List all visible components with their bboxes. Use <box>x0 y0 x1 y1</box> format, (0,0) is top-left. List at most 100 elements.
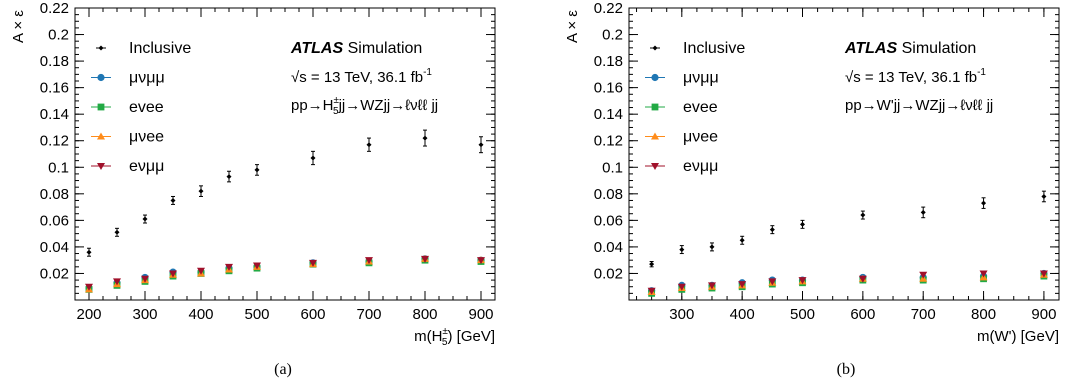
x-tick-label: 500 <box>790 306 815 323</box>
data-point <box>169 270 177 278</box>
data-point <box>1039 270 1048 278</box>
data-point <box>800 221 806 227</box>
data-point <box>739 237 745 243</box>
data-point <box>422 135 428 141</box>
y-tick-label: 0.04 <box>594 239 623 256</box>
y-tick-label: 0.14 <box>40 106 69 123</box>
data-point <box>86 249 92 255</box>
legend-marker <box>97 132 105 140</box>
data-point <box>649 261 655 267</box>
data-point <box>478 142 484 148</box>
data-point <box>981 200 987 206</box>
y-axis-label: A × ε <box>564 10 581 43</box>
data-point <box>197 267 205 275</box>
data-point <box>858 275 867 283</box>
data-point <box>114 229 120 235</box>
y-tick-label: 0.06 <box>594 212 623 229</box>
x-tick-label: 600 <box>300 306 325 323</box>
y-tick-label: 0.02 <box>40 265 69 282</box>
data-point <box>198 188 204 194</box>
data-point <box>677 283 686 291</box>
data-point <box>679 247 685 253</box>
legend-marker <box>97 73 105 82</box>
y-tick-label: 0.06 <box>40 212 69 229</box>
y-tick-label: 0.18 <box>40 53 69 70</box>
process-label: pp→W'jj→WZjj→ℓνℓℓ jj <box>845 97 993 114</box>
process-label: pp→H± 5jj→WZjj→ℓνℓℓ jj <box>291 95 438 117</box>
legend-label: eνμμ <box>683 158 718 175</box>
x-tick-label: 300 <box>132 306 157 323</box>
data-point <box>310 155 316 161</box>
x-tick-label: 400 <box>188 306 213 323</box>
y-axis-label: A × ε <box>10 10 27 43</box>
legend-label: eνμμ <box>129 158 164 175</box>
x-tick-label: 200 <box>76 306 101 323</box>
data-point <box>477 257 485 265</box>
y-tick-label: 0.02 <box>594 265 623 282</box>
y-tick-label: 0.2 <box>602 27 623 44</box>
data-point <box>142 216 148 222</box>
data-point <box>919 271 928 279</box>
data-point <box>707 282 716 290</box>
legend-marker <box>651 103 659 111</box>
y-tick-label: 0.16 <box>594 80 623 97</box>
caption-b: (b) <box>836 361 856 378</box>
legend-marker <box>651 163 659 170</box>
y-tick-label: 0.16 <box>40 80 69 97</box>
data-point <box>170 197 176 203</box>
atlas-label: ATLAS Simulation <box>844 40 976 57</box>
y-tick-label: 0.12 <box>40 133 69 150</box>
legend-label: μνee <box>683 129 718 146</box>
data-point <box>141 275 149 283</box>
x-tick-label: 900 <box>468 306 493 323</box>
caption-a: (a) <box>274 361 292 378</box>
x-tick-label: 400 <box>730 306 755 323</box>
data-point <box>1041 193 1047 199</box>
x-tick-label: 700 <box>911 306 936 323</box>
x-axis-label: m(H± 5) [GeV] <box>414 326 495 348</box>
legend-marker <box>651 73 659 82</box>
data-point <box>85 283 93 291</box>
data-point <box>860 212 866 218</box>
x-tick-label: 800 <box>412 306 437 323</box>
y-tick-label: 0.12 <box>594 133 623 150</box>
y-tick-label: 0.2 <box>48 27 69 44</box>
data-point <box>979 270 988 278</box>
x-tick-label: 800 <box>971 306 996 323</box>
energy-label: √s = 13 TeV, 36.1 fb-1 <box>845 67 986 86</box>
x-axis-label: m(W') [GeV] <box>977 328 1059 345</box>
y-tick-label: 0.1 <box>602 159 623 176</box>
legend-label: evee <box>129 99 164 116</box>
data-point <box>113 278 121 286</box>
legend-marker <box>97 163 105 170</box>
data-point <box>709 244 715 250</box>
x-tick-label: 500 <box>244 306 269 323</box>
legend-label: μνμμ <box>129 70 165 87</box>
x-tick-label: 300 <box>669 306 694 323</box>
data-point <box>309 259 317 267</box>
data-point <box>225 263 233 271</box>
legend-marker <box>97 103 105 111</box>
legend-marker <box>651 132 659 140</box>
chart-panel-a: 0.02 0.04 0.06 0.08 0.1 0.12 0.14 0.16 0.18 0.2 0.… <box>10 0 496 348</box>
y-tick-label: 0.08 <box>594 186 623 203</box>
atlas-label: ATLAS Simulation <box>290 40 422 57</box>
y-tick-label: 0.04 <box>40 239 69 256</box>
chart-panel-b: 0.02 0.04 0.06 0.08 0.1 0.12 0.14 0.16 0.18 0.2 0.… <box>564 0 1060 345</box>
y-tick-label: 0.1 <box>48 159 69 176</box>
y-tick-label: 0.22 <box>594 0 623 17</box>
data-point <box>254 167 260 173</box>
data-point <box>920 209 926 215</box>
legend-label: μνμμ <box>683 70 719 87</box>
legend-marker <box>98 45 104 51</box>
legend-label: Inclusive <box>683 40 745 57</box>
x-tick-label: 700 <box>356 306 381 323</box>
x-tick-label: 900 <box>1031 306 1056 323</box>
data-point <box>366 142 372 148</box>
data-point <box>798 277 807 285</box>
data-point <box>226 174 232 180</box>
legend-label: Inclusive <box>129 40 191 57</box>
data-point <box>738 281 747 289</box>
data-point <box>769 227 775 233</box>
